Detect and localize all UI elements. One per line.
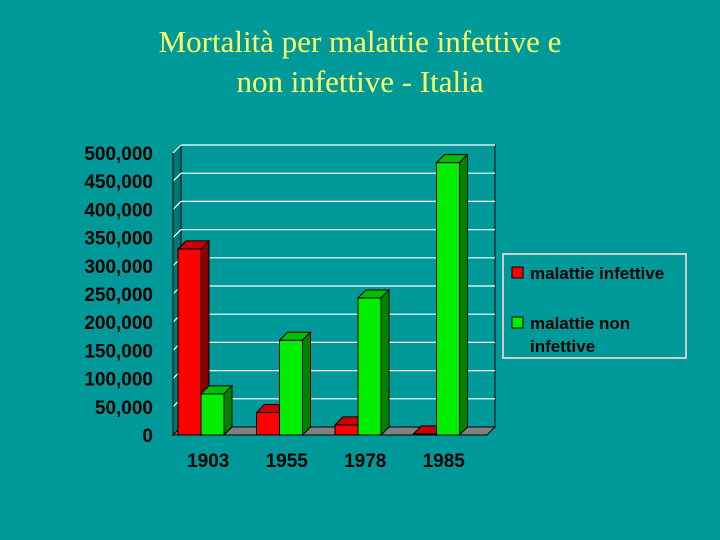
y-tick-label: 200,000 bbox=[84, 313, 153, 334]
bar-front bbox=[334, 424, 359, 436]
bar-non-infettive-1978 bbox=[356, 288, 391, 437]
y-tick-label: 250,000 bbox=[84, 285, 153, 306]
bar-front bbox=[177, 248, 202, 436]
legend-swatch bbox=[511, 316, 524, 329]
y-tick-label: 350,000 bbox=[84, 229, 153, 250]
gridline-side bbox=[172, 172, 182, 182]
y-tick-label: 450,000 bbox=[84, 172, 153, 193]
bar-front bbox=[200, 393, 225, 436]
chart-title-line-2: non infettive - Italia bbox=[236, 64, 484, 99]
bar-front bbox=[436, 162, 460, 436]
legend-label: infettive bbox=[530, 337, 595, 356]
bars bbox=[176, 153, 469, 437]
bar-non-infettive-1955 bbox=[278, 331, 312, 437]
bar-side bbox=[380, 288, 390, 437]
y-tick-label: 300,000 bbox=[84, 257, 153, 278]
y-tick-label: 100,000 bbox=[84, 370, 153, 391]
legend-swatch bbox=[511, 266, 524, 279]
bar-infettive-1903 bbox=[176, 239, 211, 437]
legend: malattie infettive malattie non infettive bbox=[502, 253, 687, 359]
chart-title: Mortalità per malattie infettive e non i… bbox=[40, 22, 680, 102]
x-category-label: 1903 bbox=[187, 451, 229, 472]
y-tick-label: 400,000 bbox=[84, 200, 153, 221]
chart-title-line-1: Mortalità per malattie infettive e bbox=[158, 24, 562, 59]
bar-non-infettive-1903 bbox=[199, 384, 234, 437]
bar-front bbox=[357, 297, 382, 436]
legend-label: malattie infettive bbox=[530, 264, 664, 283]
legend-box bbox=[502, 253, 687, 359]
y-tick-label: 0 bbox=[142, 426, 153, 447]
bar-side bbox=[302, 331, 311, 437]
bar-side bbox=[223, 384, 233, 437]
legend-label: malattie non bbox=[530, 314, 630, 333]
bar-front bbox=[256, 411, 280, 436]
gridline-side bbox=[172, 229, 182, 239]
x-category-label: 1955 bbox=[266, 451, 309, 472]
bar-non-infettive-1985 bbox=[435, 153, 469, 437]
x-category-label: 1978 bbox=[344, 451, 386, 472]
bar-front bbox=[279, 339, 303, 436]
gridline-side bbox=[172, 200, 182, 210]
y-tick-label: 500,000 bbox=[84, 144, 153, 165]
y-tick-label: 50,000 bbox=[95, 398, 153, 419]
x-axis-category-labels: 1903 1955 1978 1985 bbox=[187, 451, 465, 472]
y-tick-label: 150,000 bbox=[84, 341, 153, 362]
gridline-side bbox=[172, 144, 182, 154]
x-category-label: 1985 bbox=[423, 451, 466, 472]
bar-side bbox=[459, 153, 468, 437]
y-axis-tick-labels: 0 50,000 100,000 150,000 200,000 250,000 300,0… bbox=[84, 144, 153, 447]
